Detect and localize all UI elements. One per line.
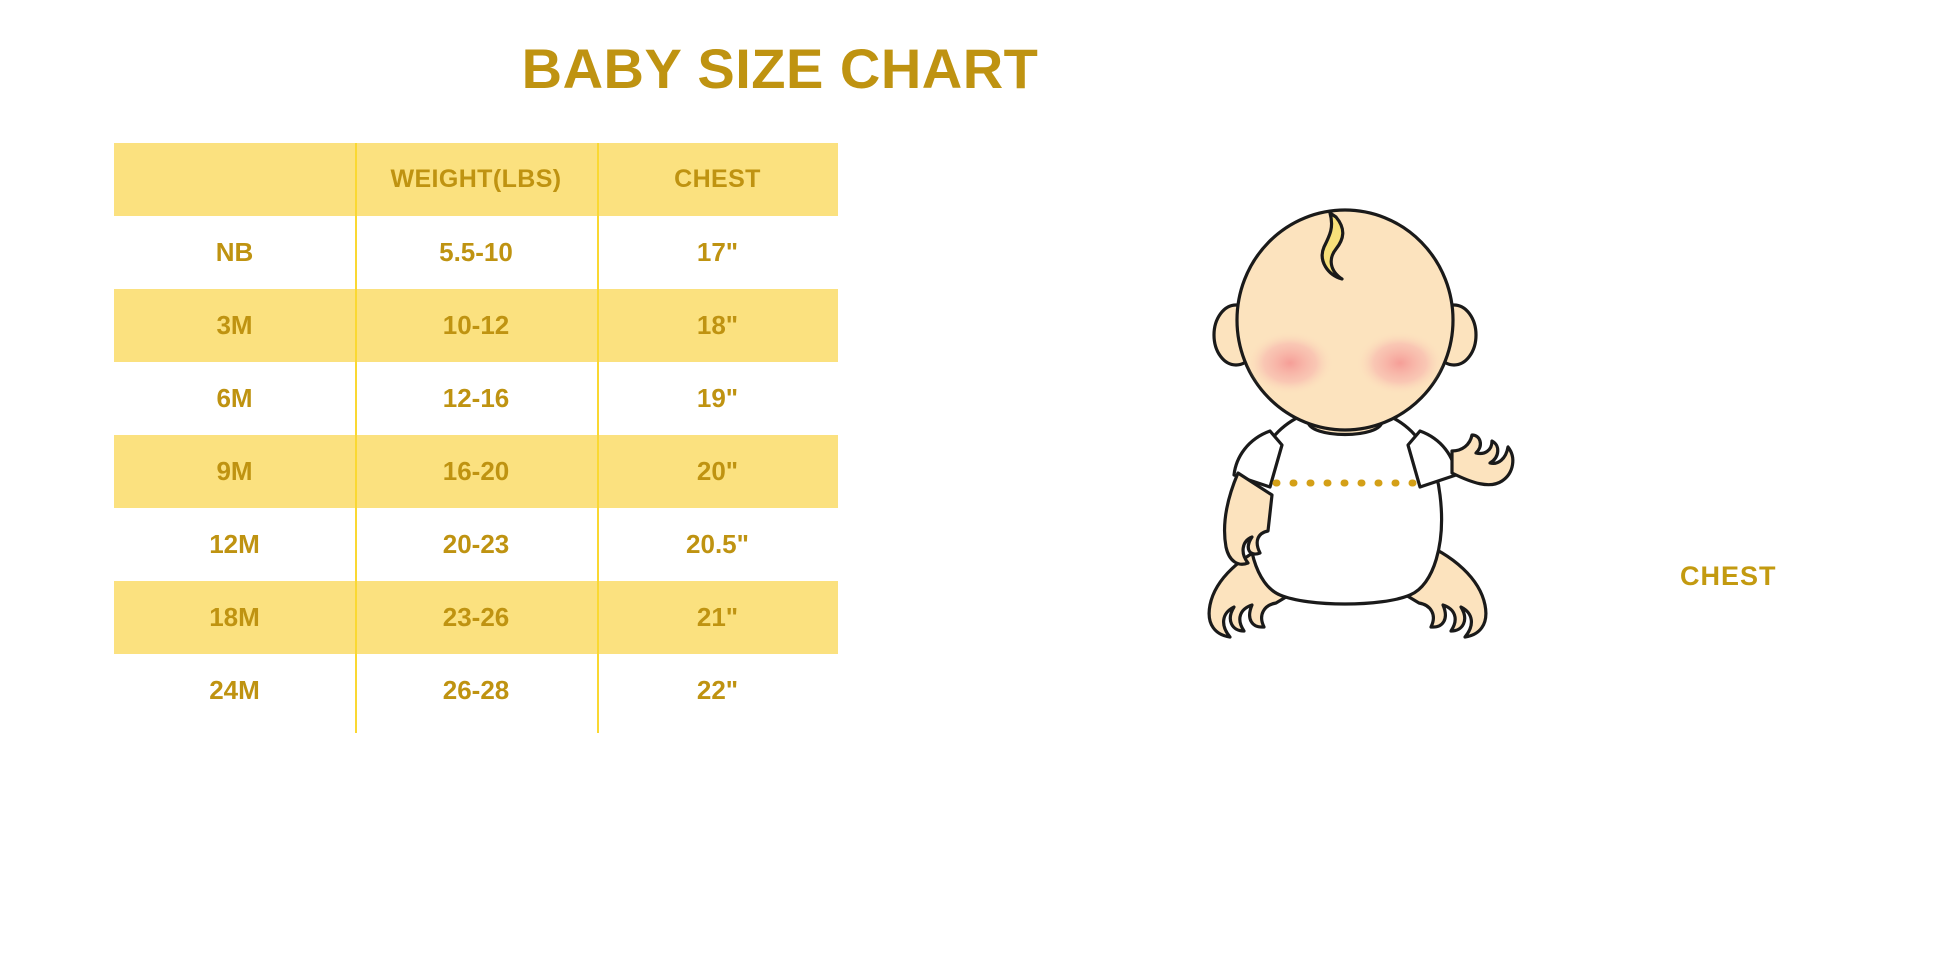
cell-chest: 18" [597,289,838,362]
cell-size: 12M [114,508,355,581]
cell-size: 9M [114,435,355,508]
header-weight: WEIGHT(LBS) [355,143,597,216]
table-header-row: WEIGHT(LBS) CHEST [114,143,838,216]
baby-hair-curl [1320,211,1345,281]
page-title: BABY SIZE CHART [521,37,1039,100]
column-divider-2 [597,143,599,733]
cell-chest: 21" [597,581,838,654]
chest-measure-label: CHEST [1680,561,1777,591]
cell-size: NB [114,216,355,289]
cell-chest: 17" [597,216,838,289]
cell-weight: 26-28 [355,654,597,727]
cell-weight: 23-26 [355,581,597,654]
table-row: 9M 16-20 20" [114,435,838,508]
header-chest: CHEST [597,143,838,216]
cell-weight: 16-20 [355,435,597,508]
cell-size: 24M [114,654,355,727]
cell-chest: 22" [597,654,838,727]
baby-size-table: WEIGHT(LBS) CHEST NB 5.5-10 17" 3M 10-12… [114,143,838,727]
cell-size: 3M [114,289,355,362]
table-row: 3M 10-12 18" [114,289,838,362]
table-row: 18M 23-26 21" [114,581,838,654]
baby-left-arm [1222,471,1274,566]
baby-head [1235,208,1455,432]
table-row: 12M 20-23 20.5" [114,508,838,581]
header-size [114,143,355,216]
column-divider-1 [355,143,357,733]
table-row: 6M 12-16 19" [114,362,838,435]
cell-weight: 12-16 [355,362,597,435]
cell-weight: 5.5-10 [355,216,597,289]
cell-chest: 19" [597,362,838,435]
table-row: NB 5.5-10 17" [114,216,838,289]
baby-illustration [1130,195,1560,665]
baby-right-arm [1450,433,1515,487]
table-row: 24M 26-28 22" [114,654,838,727]
cell-weight: 10-12 [355,289,597,362]
cell-chest: 20" [597,435,838,508]
baby-left-sleeve [1232,429,1284,489]
cell-weight: 20-23 [355,508,597,581]
cell-chest: 20.5" [597,508,838,581]
cell-size: 18M [114,581,355,654]
cell-size: 6M [114,362,355,435]
baby-body [1246,405,1444,606]
